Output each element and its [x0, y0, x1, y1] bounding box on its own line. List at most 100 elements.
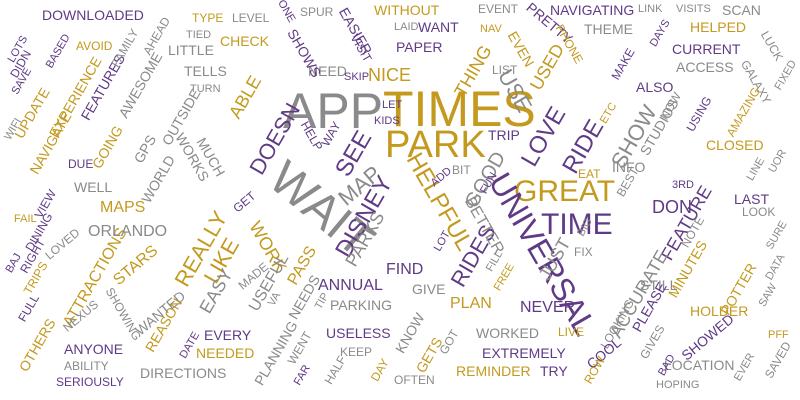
word: USING [683, 94, 715, 134]
word: LUCK [757, 28, 787, 64]
word: MAPS [100, 199, 146, 216]
word: DAY [367, 356, 392, 384]
word: SHOWED [678, 310, 737, 364]
word: LITTLE [168, 42, 214, 58]
word: TYPE [192, 11, 224, 25]
word: KEEP [340, 345, 373, 359]
word: PAPER [396, 39, 443, 55]
word: ORLANDO [88, 223, 168, 240]
word: SURE [764, 219, 790, 252]
word: UOR [766, 147, 790, 175]
word: LOOK [742, 205, 776, 219]
word: SHOWING [102, 285, 145, 343]
word: EVER [731, 351, 758, 384]
word: KIDS [374, 115, 400, 127]
word: PFF [768, 329, 789, 341]
word: OFTEN [394, 373, 435, 387]
word: USED [525, 40, 569, 94]
word: ETC [597, 100, 620, 126]
word: FAR [291, 362, 313, 388]
word: SCAN [722, 2, 761, 18]
word: LET [382, 99, 403, 111]
word: GET [230, 188, 259, 216]
word: TIED [186, 29, 212, 41]
word: GIVE [412, 281, 446, 297]
word: LINE [744, 155, 768, 183]
word: TIP [312, 290, 332, 312]
word: VISITS [676, 3, 711, 15]
word: MAKE [608, 45, 638, 83]
word: LIVE [558, 325, 585, 339]
word: FIX [574, 245, 593, 259]
word: AMAZING [723, 84, 764, 140]
word: SERIOUSLY [56, 375, 124, 389]
word: WORKED [476, 325, 539, 341]
word: NICE [368, 65, 412, 85]
word: DAYS [647, 17, 673, 49]
word: SAW [756, 281, 780, 309]
word: HELPED [690, 19, 747, 35]
word: LINK [638, 3, 663, 15]
word: SHOWS [284, 26, 325, 80]
word: FULL [15, 291, 43, 325]
word: LOVED [42, 225, 83, 263]
word: ABLE [224, 72, 266, 122]
word: ACCESS [676, 59, 734, 75]
word: SPUR [300, 5, 334, 19]
word: CURRENT [672, 41, 741, 57]
word: NAV [480, 23, 502, 35]
word: PLAN [450, 295, 492, 312]
word: BIT [452, 163, 471, 177]
word: DOWNLOADED [42, 7, 144, 23]
word: HOPING [656, 379, 700, 391]
word: EVENT [478, 2, 519, 16]
word: THEME [584, 21, 633, 37]
word: OTHERS [15, 315, 59, 375]
word: PARKING [330, 297, 392, 313]
word: HOLDER [690, 303, 749, 319]
word: LAID [394, 21, 419, 33]
word: EXTREMELY [482, 345, 566, 361]
word: EAT [578, 167, 601, 181]
word: CHECK [220, 33, 270, 49]
word: ABILITY [64, 359, 109, 373]
word: FIXED [772, 58, 800, 93]
word: GOING [88, 122, 126, 172]
word: NEED [308, 63, 347, 79]
word: TIME [541, 208, 613, 241]
word: ONE [275, 0, 298, 25]
word: KNOW [391, 310, 428, 356]
word: WITHOUT [374, 2, 440, 18]
word: NEVER [520, 299, 576, 316]
word: ANNUAL [318, 277, 383, 294]
word: NAVIGATING [550, 2, 635, 18]
word: TELLS [184, 63, 227, 79]
word: WELL [74, 179, 113, 195]
word: TIMES [383, 81, 536, 137]
word: DON [652, 197, 692, 217]
word: TRY [540, 363, 568, 379]
word: REMINDER [456, 363, 531, 379]
word: PARK [385, 124, 486, 166]
word: FIND [386, 261, 424, 278]
word: SKIP [344, 71, 370, 83]
word: TRIP [488, 127, 520, 143]
word: TURN [190, 83, 221, 95]
word: GREAT [514, 175, 616, 208]
word: SAVED [761, 339, 794, 381]
word: AVOID [76, 39, 113, 53]
word: INFO [612, 159, 646, 175]
word: 3RD [672, 179, 695, 191]
word: APP [283, 83, 384, 139]
word: FAIL [14, 213, 37, 225]
word: EVERY [204, 327, 252, 343]
word: BASED [43, 32, 73, 71]
word: GPS [130, 132, 160, 166]
word: GOT [436, 327, 462, 357]
word: NEEDED [196, 345, 255, 361]
word: LIST [492, 63, 518, 77]
word: USELESS [326, 325, 391, 341]
word: DUE [68, 157, 94, 171]
word: ALSO [636, 79, 674, 95]
